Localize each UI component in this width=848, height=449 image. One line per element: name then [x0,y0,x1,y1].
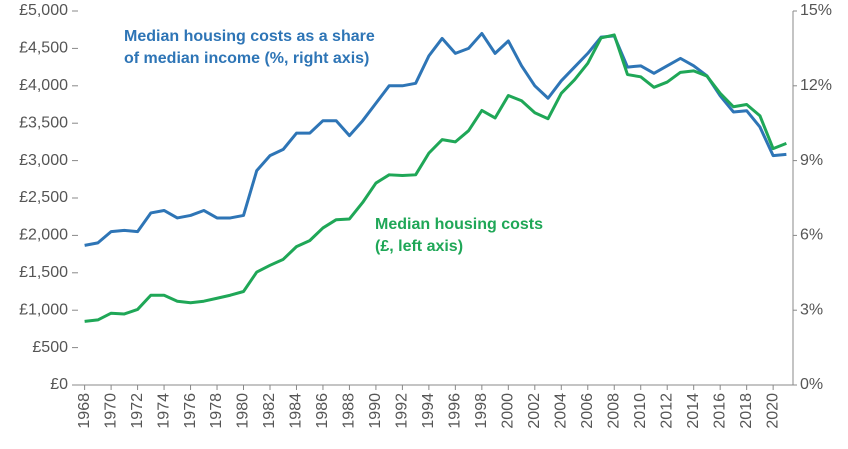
x-tick-label: 1986 [314,393,331,429]
x-tick-label: 1990 [367,393,384,429]
x-tick-label: 1972 [129,393,146,429]
y-tick-label: £2,000 [19,227,68,244]
annotation: (£, left axis) [375,238,463,255]
x-tick-label: 1994 [420,393,437,429]
x-tick-label: 2004 [553,393,570,429]
y-tick-label: £1,500 [19,264,68,281]
y-tick-label: £3,000 [19,152,68,169]
x-tick-label: 2006 [579,393,596,429]
y-tick-label: £0 [50,376,68,393]
x-tick-label: 2016 [711,393,728,429]
x-tick-label: 1976 [182,393,199,429]
x-tick-label: 2002 [526,393,543,429]
x-tick-label: 2008 [605,393,622,429]
x-tick-label: 2000 [500,393,517,429]
x-tick-label: 1996 [447,393,464,429]
x-tick-label: 1988 [341,393,358,429]
y-tick-label: £3,500 [19,114,68,131]
annotation: Median housing costs as a share [124,28,375,45]
x-tick-label: 1968 [76,393,93,429]
x-tick-label: 1978 [208,393,225,429]
series-line [84,33,787,323]
x-tick-label: 2020 [764,393,781,429]
y-tick-label: £5,000 [19,2,68,19]
x-tick-label: 1992 [394,393,411,429]
y2-tick-label: 9% [800,152,823,169]
y-tick-label: £500 [32,339,68,356]
y2-tick-label: 0% [800,376,823,393]
annotation: Median housing costs [375,216,543,233]
x-tick-label: 2012 [658,393,675,429]
x-tick-label: 1982 [261,393,278,429]
y-tick-label: £1,000 [19,301,68,318]
annotation: of median income (%, right axis) [124,50,369,67]
x-tick-label: 2010 [632,393,649,429]
y2-tick-label: 3% [800,301,823,318]
x-tick-label: 1998 [473,393,490,429]
x-tick-label: 1980 [235,393,252,429]
y-tick-label: £4,000 [19,77,68,94]
y2-tick-label: 6% [800,227,823,244]
y2-tick-label: 12% [800,77,832,94]
x-tick-label: 1970 [102,393,119,429]
series-line [84,31,787,247]
y-tick-label: £2,500 [19,189,68,206]
y-tick-label: £4,500 [19,40,68,57]
x-tick-label: 1974 [155,393,172,429]
y2-tick-label: 15% [800,2,832,19]
x-tick-label: 2014 [685,393,702,429]
x-tick-label: 2018 [738,393,755,429]
x-tick-label: 1984 [288,393,305,429]
